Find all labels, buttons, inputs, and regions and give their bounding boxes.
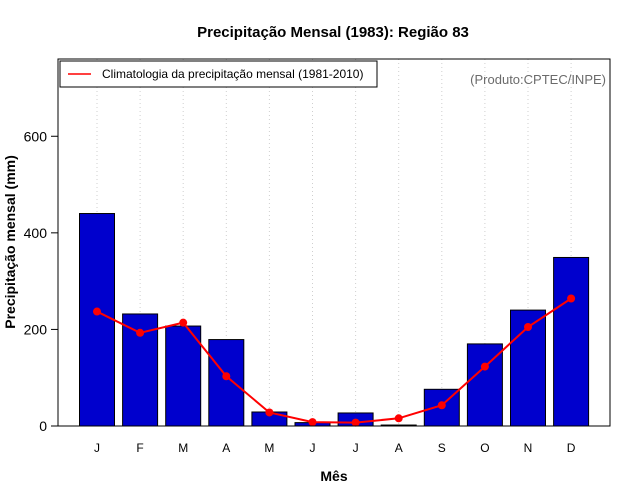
y-axis-title: Precipitação mensal (mm) — [2, 155, 18, 329]
climatology-point-7 — [351, 418, 360, 427]
x-tick-label: A — [222, 441, 230, 455]
climatology-point-1 — [93, 307, 101, 316]
chart-title: Precipitação Mensal (1983): Região 83 — [197, 24, 469, 41]
climatology-point-10 — [480, 362, 489, 371]
x-tick-label: J — [310, 441, 316, 455]
climatology-point-3 — [179, 318, 188, 327]
bar-12 — [553, 256, 590, 427]
credit-annotation: (Produto:CPTEC/INPE) — [470, 72, 606, 87]
x-tick-label: O — [480, 441, 489, 455]
x-tick-label: J — [353, 441, 359, 455]
climatology-point-6 — [308, 418, 317, 427]
bar-10 — [466, 343, 503, 427]
y-tick-label: 400 — [24, 225, 48, 241]
climatology-point-4 — [222, 372, 231, 381]
y-axis: 0 200 400 600 — [24, 128, 58, 434]
x-tick-label: J — [94, 441, 100, 455]
bar-3 — [165, 325, 202, 427]
climatology-point-5 — [265, 408, 274, 417]
y-tick-label: 0 — [39, 418, 47, 434]
x-axis-title: Mês — [320, 468, 347, 484]
climatology-point-11 — [524, 323, 532, 332]
x-tick-label: F — [136, 441, 143, 455]
climatology-point-8 — [394, 414, 403, 423]
bar-1 — [79, 213, 115, 427]
legend-label: Climatologia da precipitação mensal (198… — [102, 67, 363, 81]
legend: Climatologia da precipitação mensal (198… — [59, 60, 378, 88]
x-tick-label: M — [264, 441, 274, 455]
bar-4 — [208, 339, 245, 427]
bars-layer — [79, 213, 590, 427]
climatology-line — [96, 297, 572, 424]
legend-box — [59, 60, 378, 88]
climatology-point-2 — [136, 328, 145, 337]
y-tick-label: 200 — [24, 321, 48, 337]
climatology-point-9 — [437, 401, 446, 410]
climatology-line-layer — [93, 294, 576, 427]
climatology-point-12 — [567, 294, 576, 303]
x-tick-label: M — [178, 441, 188, 455]
y-tick-label: 600 — [24, 128, 48, 144]
x-tick-label: D — [567, 441, 576, 455]
x-tick-label: S — [438, 441, 446, 455]
x-tick-label: A — [395, 441, 403, 455]
x-tick-label: N — [524, 441, 533, 455]
plot-frame — [57, 58, 611, 427]
